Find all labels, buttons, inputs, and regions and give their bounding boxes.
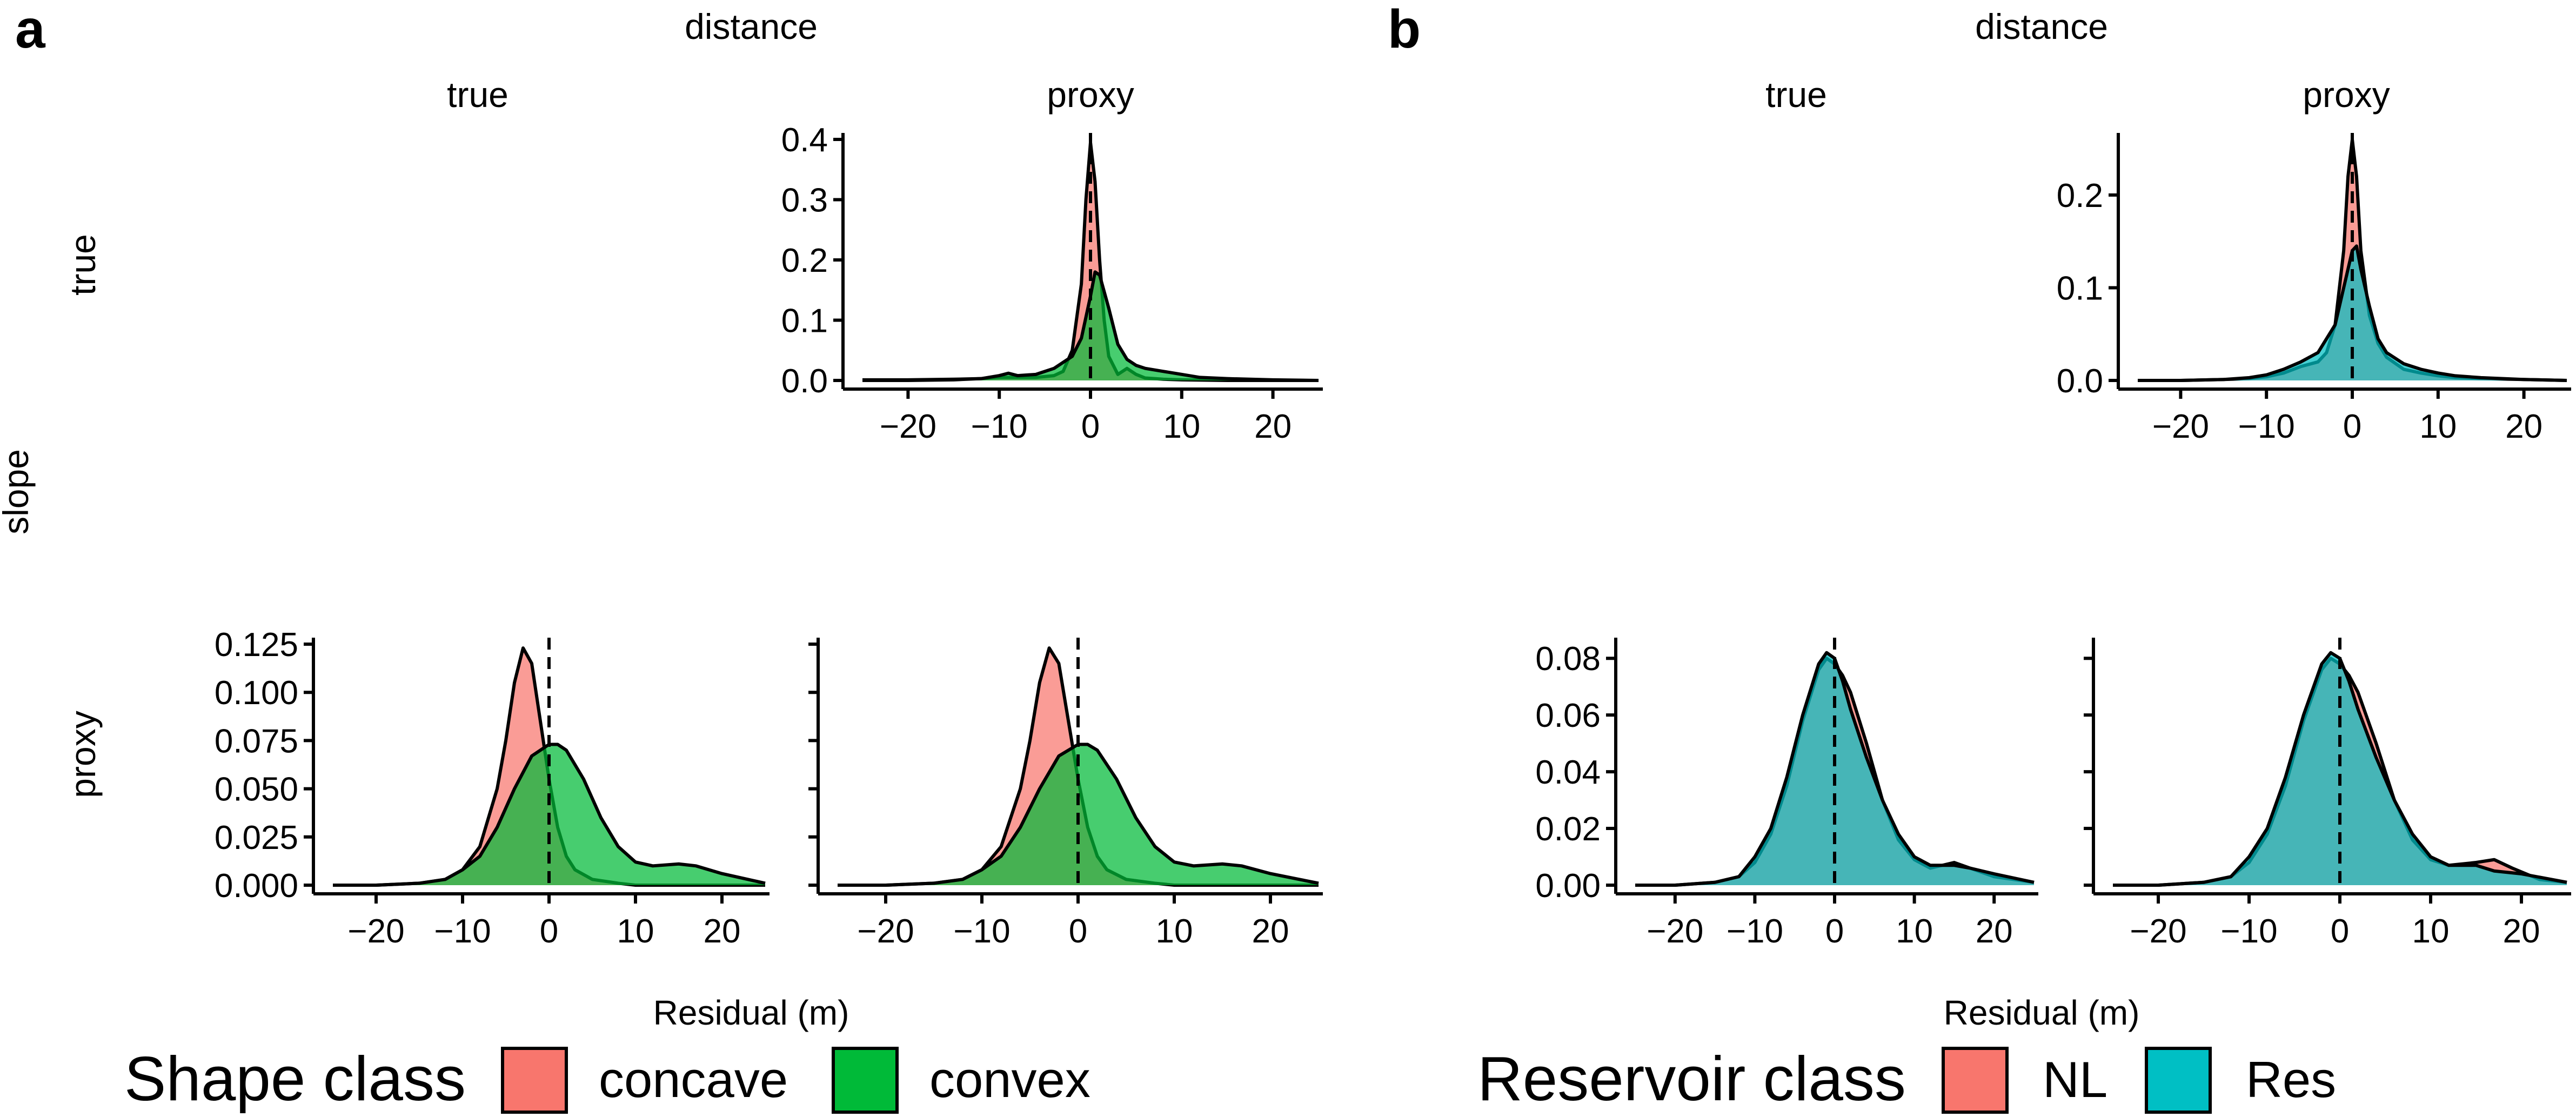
- legend-swatch-nl: [1942, 1047, 2009, 1114]
- y-tick-label: 0.06: [1535, 697, 1601, 734]
- legend-swatch-res: [2145, 1047, 2212, 1114]
- x-tick-label: 20: [1254, 408, 1292, 445]
- legend-swatch-concave: [501, 1047, 568, 1114]
- x-tick-label: −20: [880, 408, 936, 445]
- x-tick-label: −10: [953, 913, 1010, 950]
- x-tick-label: 10: [2412, 913, 2450, 950]
- x-tick-label: 0: [1081, 408, 1100, 445]
- y-tick-label: 0.1: [2057, 270, 2103, 307]
- x-tick-label: 0: [1825, 913, 1844, 950]
- col-strip-title-a: distance: [685, 6, 818, 46]
- y-tick-label: 0.04: [1535, 754, 1601, 791]
- y-tick-label: 0.1: [781, 303, 828, 340]
- plot-area: −20 −10 0 10 20 0.0 0.1 0.2 0.3 0.4 −20 −10 0 10 20 0.0…: [215, 122, 2571, 950]
- y-tick-label: 0.0: [781, 363, 828, 400]
- legend-title-a: Shape class: [124, 1044, 466, 1114]
- legend-swatch-convex: [832, 1047, 899, 1114]
- legend-a: Shape class concave convex: [124, 1044, 1090, 1114]
- y-tick-label: 0.02: [1535, 811, 1601, 848]
- y-tick-label: 0.2: [781, 242, 828, 279]
- y-tick-label: 0.000: [215, 867, 298, 905]
- legend-b: Reservoir class NL Res: [1477, 1044, 2336, 1114]
- density-line-convex: [862, 270, 1319, 382]
- x-tick-label: 20: [1976, 913, 2013, 950]
- row-label-a-proxy: proxy: [63, 711, 103, 798]
- y-tick-label: 0.125: [215, 626, 298, 664]
- col-label-a-true: true: [447, 75, 508, 115]
- y-tick-label: 0.075: [215, 723, 298, 760]
- col-label-b-proxy: proxy: [2303, 75, 2390, 115]
- y-tick-label: 0.025: [215, 819, 298, 857]
- x-tick-label: 20: [704, 913, 741, 950]
- x-tick-label: 10: [1896, 913, 1933, 950]
- x-tick-label: −20: [1647, 913, 1703, 950]
- y-tick-label: 0.4: [781, 122, 828, 159]
- x-tick-label: −10: [2220, 913, 2277, 950]
- x-tick-label: 0: [1069, 913, 1087, 950]
- legend-label-res: Res: [2246, 1051, 2336, 1108]
- x-tick-label: −10: [434, 913, 491, 950]
- x-tick-label: 10: [1163, 408, 1200, 445]
- x-tick-label: −20: [347, 913, 404, 950]
- x-tick-label: 20: [1252, 913, 1289, 950]
- x-tick-label: 10: [617, 913, 654, 950]
- density-line-res: [2138, 244, 2567, 382]
- density-area-res: [2113, 652, 2567, 885]
- facet-a-proxy-true: −20 −10 0 10 20 0.0 0.1 0.2 0.3 0.4: [781, 122, 1323, 445]
- x-tick-label: 0: [2343, 408, 2361, 445]
- y-tick-label: 0.050: [215, 771, 298, 808]
- x-tick-label: 20: [2503, 913, 2540, 950]
- legend-title-b: Reservoir class: [1477, 1044, 1906, 1114]
- x-tick-label: −20: [2130, 913, 2186, 950]
- x-tick-label: 20: [2505, 408, 2542, 445]
- facet-b-proxy-proxy: −20 −10 0 10 20: [2084, 638, 2571, 950]
- row-label-a-true: true: [63, 234, 103, 296]
- x-tick-label: −10: [971, 408, 1028, 445]
- facet-a-true-proxy: −20 −10 0 10 20 0.000 0.025 0.050 0.075 0.100 0.12…: [215, 626, 770, 950]
- x-axis-label-a: Residual (m): [653, 993, 849, 1032]
- legend-label-concave: concave: [599, 1051, 788, 1108]
- x-tick-label: 10: [1156, 913, 1193, 950]
- density-area-convex: [862, 272, 1319, 380]
- x-tick-label: 0: [540, 913, 558, 950]
- col-label-b-true: true: [1765, 75, 1827, 115]
- panel-letter-b: b: [1388, 0, 1421, 59]
- y-tick-label: 0.3: [781, 182, 828, 219]
- density-line-convex: [333, 743, 766, 887]
- legend-label-convex: convex: [929, 1051, 1090, 1108]
- density-area-res: [1635, 652, 2034, 885]
- facet-b-true-proxy: −20 −10 0 10 20 0.00 0.02 0.04 0.06 0.08: [1535, 638, 2038, 950]
- x-tick-label: 10: [2419, 408, 2457, 445]
- y-tick-label: 0.100: [215, 674, 298, 712]
- x-tick-label: −10: [2238, 408, 2295, 445]
- y-tick-label: 0.08: [1535, 640, 1601, 678]
- y-tick-label: 0.0: [2057, 363, 2103, 400]
- density-line-res: [2113, 651, 2567, 887]
- col-label-a-proxy: proxy: [1047, 75, 1134, 115]
- x-axis-label-b: Residual (m): [1944, 993, 2140, 1032]
- facet-b-proxy-true: −20 −10 0 10 20 0.0 0.1 0.2: [2057, 133, 2571, 445]
- density-line-res: [1635, 651, 2035, 887]
- col-strip-title-b: distance: [1975, 6, 2108, 46]
- x-tick-label: 0: [2331, 913, 2349, 950]
- x-tick-label: −20: [857, 913, 914, 950]
- y-tick-label: 0.2: [2057, 177, 2103, 215]
- panel-letter-a: a: [15, 0, 46, 59]
- legend-label-nl: NL: [2043, 1051, 2107, 1108]
- x-tick-label: −20: [2152, 408, 2209, 445]
- x-tick-label: −10: [1727, 913, 1783, 950]
- facet-a-proxy-proxy: −20 −10 0 10 20: [808, 638, 1323, 950]
- density-line-convex: [838, 743, 1319, 887]
- y-tick-label: 0.00: [1535, 867, 1601, 905]
- row-strip-title-a: slope: [0, 449, 36, 534]
